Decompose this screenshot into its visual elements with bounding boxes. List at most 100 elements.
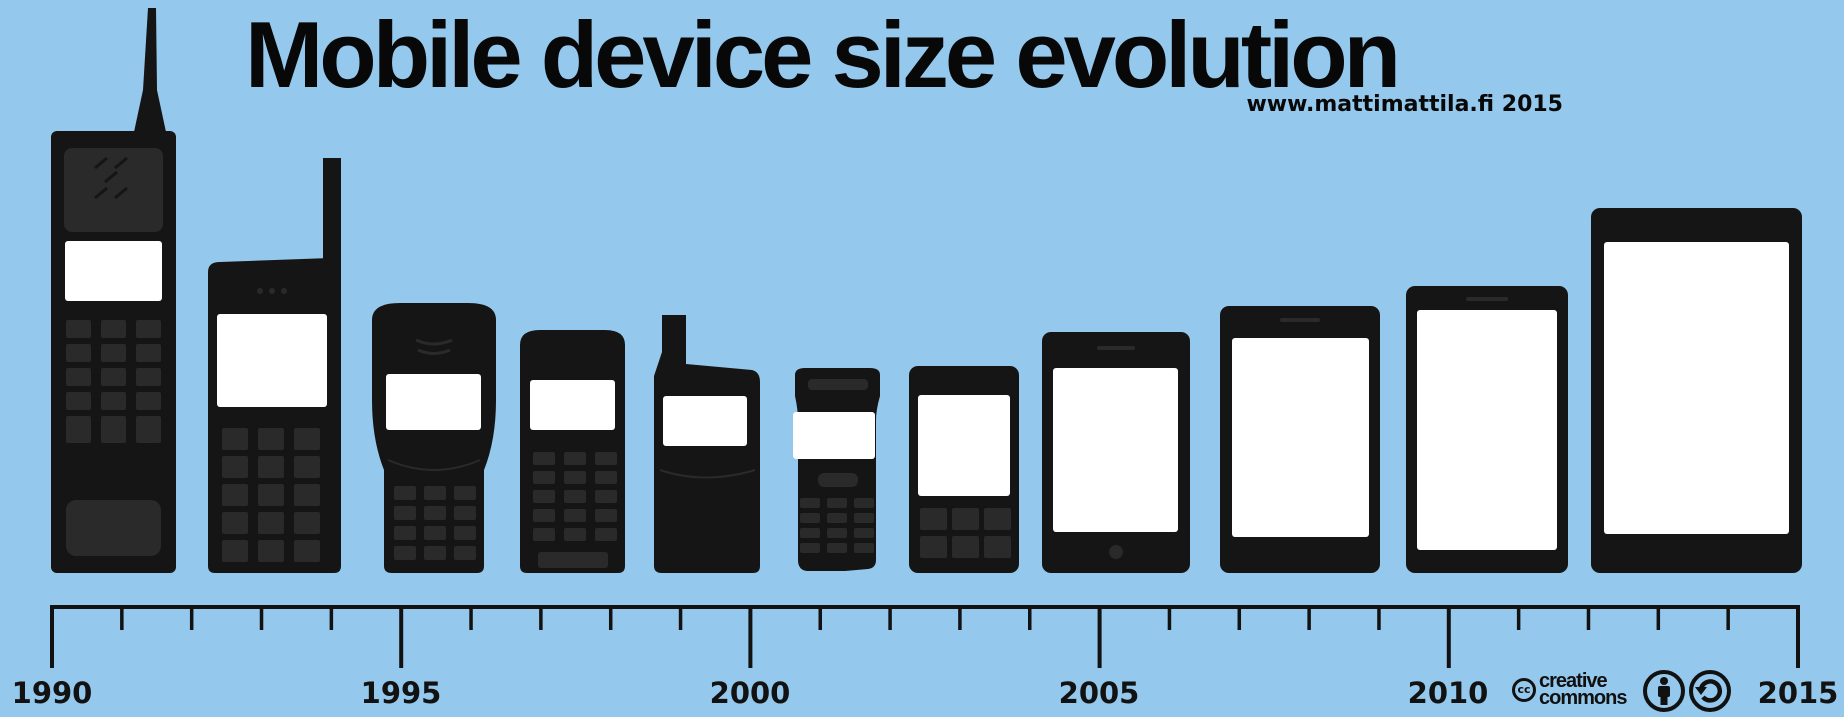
year-label: 2005 xyxy=(1058,676,1140,710)
bar-phone-antenna xyxy=(208,158,341,573)
function-key xyxy=(101,425,126,443)
keypad-key xyxy=(454,526,476,540)
cc-word-creative: creative xyxy=(1539,670,1608,692)
license-badge[interactable]: cc creative commons xyxy=(1512,668,1734,714)
antenna xyxy=(323,158,341,268)
mouthpiece xyxy=(66,500,161,556)
keypad-key xyxy=(533,528,555,541)
phone-body xyxy=(795,368,880,571)
cc-mark: cc xyxy=(1512,678,1536,702)
keypad-key xyxy=(595,490,617,503)
year-label: 1990 xyxy=(11,676,93,710)
year-label: 2010 xyxy=(1407,676,1489,710)
keypad-key xyxy=(258,484,284,506)
timeline-axis xyxy=(50,605,1800,668)
keypad-key xyxy=(533,490,555,503)
keypad-key xyxy=(564,528,586,541)
keypad-key xyxy=(66,392,91,410)
stub-antenna-phone xyxy=(654,315,760,573)
keypad-key xyxy=(952,508,979,530)
keypad-key xyxy=(222,512,248,534)
keypad-key xyxy=(827,543,847,553)
attribution-icon xyxy=(1643,670,1685,712)
keypad-key xyxy=(854,543,874,553)
keypad-key xyxy=(258,512,284,534)
keypad-key xyxy=(920,536,947,558)
keypad-key xyxy=(800,498,820,508)
smartphone-large xyxy=(1220,306,1380,573)
screen xyxy=(918,395,1010,496)
keypad-key xyxy=(800,543,820,553)
keypad-key xyxy=(394,526,416,540)
grille-slot xyxy=(94,156,108,170)
keypad-key xyxy=(854,513,874,523)
nav-key xyxy=(818,473,858,487)
keypad-key xyxy=(800,528,820,538)
grille-slot xyxy=(94,186,108,200)
year-label: 2000 xyxy=(709,676,791,710)
keypad-key xyxy=(564,509,586,522)
brick-phone xyxy=(51,8,176,573)
qwerty-phone xyxy=(909,366,1019,573)
screen xyxy=(217,314,327,407)
keypad-key xyxy=(564,452,586,465)
keypad-key xyxy=(424,526,446,540)
keypad-key xyxy=(564,471,586,484)
candybar-phone xyxy=(372,303,496,573)
keypad-key xyxy=(952,536,979,558)
tablet xyxy=(1591,208,1802,573)
keypad-key xyxy=(800,513,820,523)
speaker-hole xyxy=(281,288,287,294)
keypad-key xyxy=(258,540,284,562)
nav-curve xyxy=(387,459,481,471)
screen xyxy=(663,396,747,446)
keypad-key xyxy=(101,320,126,338)
keypad-key xyxy=(595,452,617,465)
phone-body xyxy=(372,303,496,573)
function-key xyxy=(136,425,161,443)
keypad-key xyxy=(222,456,248,478)
phablet xyxy=(1406,286,1568,573)
keypad-key xyxy=(394,546,416,560)
screen xyxy=(65,241,162,301)
keypad-key xyxy=(136,344,161,362)
keypad-key xyxy=(533,509,555,522)
year-label: 1995 xyxy=(360,676,442,710)
speaker-hole xyxy=(269,288,275,294)
grille-slot xyxy=(114,186,128,200)
keypad-key xyxy=(827,528,847,538)
earpiece xyxy=(417,348,451,355)
keypad-key xyxy=(101,344,126,362)
keypad-key xyxy=(394,506,416,520)
keypad-key xyxy=(424,546,446,560)
keypad-key xyxy=(258,428,284,450)
earpiece xyxy=(808,379,868,390)
keypad-key xyxy=(294,428,320,450)
speaker-hole xyxy=(257,288,263,294)
keypad-key xyxy=(827,498,847,508)
keypad-key xyxy=(136,368,161,386)
keypad-key xyxy=(222,484,248,506)
keypad-key xyxy=(222,540,248,562)
keypad-key xyxy=(854,498,874,508)
keypad-key xyxy=(394,486,416,500)
compact-phone xyxy=(520,330,625,573)
keypad-key xyxy=(827,513,847,523)
home-button xyxy=(1109,545,1123,559)
keypad-key xyxy=(454,506,476,520)
screen xyxy=(386,374,481,430)
speaker-grille xyxy=(64,148,163,232)
function-key xyxy=(66,425,91,443)
page-title: Mobile device size evolution xyxy=(245,2,1401,107)
keypad-key xyxy=(454,546,476,560)
keypad-key xyxy=(294,540,320,562)
earpiece xyxy=(1280,318,1320,322)
keypad-key xyxy=(66,368,91,386)
keypad-key xyxy=(136,392,161,410)
mouthpiece xyxy=(538,552,608,568)
keypad-key xyxy=(101,392,126,410)
keypad-key xyxy=(454,486,476,500)
grille-slot xyxy=(114,156,128,170)
